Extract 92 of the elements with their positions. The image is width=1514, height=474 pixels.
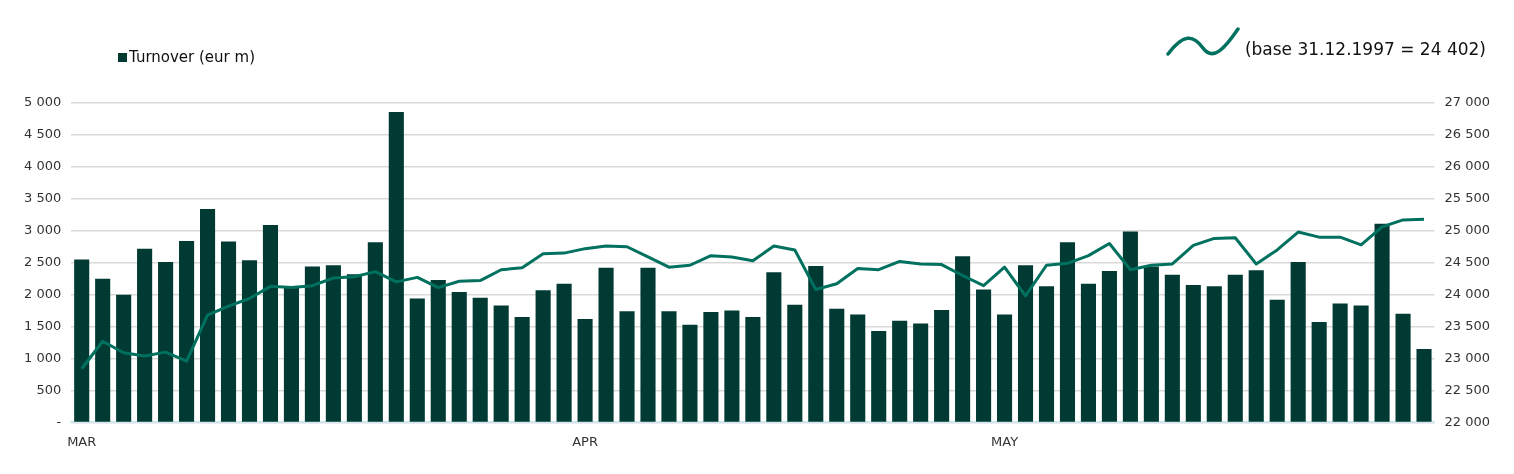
- legend-label: (base 31.12.1997 = 24 402): [1244, 38, 1486, 60]
- bar: [1416, 348, 1432, 422]
- bar: [1143, 266, 1159, 422]
- bar: [1311, 322, 1327, 422]
- bar: [367, 242, 383, 422]
- bar: [388, 111, 404, 422]
- bar: [241, 260, 258, 422]
- bar: [745, 317, 761, 422]
- y2-tick-label: 24 000: [1444, 286, 1491, 302]
- y2-tick-label: 25 000: [1444, 222, 1491, 238]
- bar: [409, 298, 425, 422]
- y-tick-label: 500: [36, 381, 62, 397]
- bar: [703, 311, 719, 422]
- y-tick-label: 1 000: [24, 349, 62, 365]
- bar: [1101, 271, 1117, 422]
- bar: [934, 309, 950, 422]
- bar: [451, 292, 467, 422]
- y2-tick-label: 24 500: [1444, 254, 1491, 270]
- bar: [1227, 274, 1243, 422]
- bar: [850, 314, 866, 422]
- bar: [1269, 299, 1285, 422]
- bar: [1122, 231, 1138, 422]
- y2-tick-label: 23 000: [1444, 349, 1491, 365]
- bar: [997, 314, 1013, 422]
- bar: [472, 297, 488, 422]
- y-tick-label: -: [56, 413, 62, 429]
- bar: [892, 320, 908, 422]
- bar: [808, 265, 824, 422]
- legend-label: Turnover (eur m): [129, 48, 256, 66]
- y2-tick-label: 26 000: [1444, 158, 1491, 174]
- y-tick-label: 5 000: [24, 94, 62, 110]
- bar: [74, 259, 90, 422]
- bar: [577, 318, 593, 422]
- bar: [1038, 286, 1055, 422]
- bar: [976, 289, 992, 422]
- y-tick-label: 2 000: [24, 286, 62, 302]
- bar: [787, 304, 803, 422]
- bar: [1248, 270, 1264, 422]
- bar: [304, 266, 320, 422]
- bar: [430, 279, 446, 422]
- bar: [220, 241, 237, 422]
- y2-tick-label: 26 500: [1444, 126, 1491, 142]
- y2-tick-label: 22 000: [1444, 413, 1491, 429]
- bar: [325, 265, 341, 422]
- y-tick-label: 4 000: [24, 158, 62, 174]
- y2-tick-label: 22 500: [1444, 381, 1491, 397]
- bar: [1080, 283, 1096, 422]
- bar: [913, 323, 929, 422]
- y-tick-label: 4 500: [24, 126, 62, 142]
- x-tick-label: APR: [572, 433, 598, 449]
- bar: [766, 272, 782, 422]
- bar: [682, 324, 698, 422]
- bar: [1395, 313, 1411, 422]
- bar: [829, 308, 845, 422]
- bar: [1059, 242, 1076, 422]
- bar: [955, 256, 971, 422]
- bar: [1332, 303, 1348, 422]
- bar: [640, 267, 656, 422]
- bar: [1353, 305, 1369, 422]
- bar: [493, 305, 509, 422]
- y2-tick-label: 25 500: [1444, 190, 1491, 206]
- bar: [619, 311, 635, 422]
- bar: [95, 278, 111, 422]
- bar: [1185, 285, 1201, 422]
- bar: [158, 262, 174, 422]
- bar: [535, 290, 551, 422]
- bar: [200, 209, 216, 422]
- bar: [1206, 286, 1222, 422]
- bar: [1374, 223, 1390, 422]
- x-tick-label: MAR: [67, 433, 97, 449]
- y2-tick-label: 23 500: [1444, 317, 1491, 333]
- bar: [137, 248, 153, 422]
- bar: [346, 274, 362, 422]
- y-tick-label: 3 500: [24, 190, 62, 206]
- y2-tick-label: 27 000: [1444, 94, 1491, 110]
- bar: [116, 294, 132, 422]
- bar: [283, 286, 299, 422]
- y-tick-label: 2 500: [24, 254, 62, 270]
- bar: [661, 311, 677, 422]
- bar: [871, 331, 887, 422]
- bar: [262, 225, 279, 422]
- y-tick-label: 1 500: [24, 317, 62, 333]
- y-tick-label: 3 000: [24, 222, 62, 238]
- bar: [179, 240, 195, 422]
- bar: [556, 283, 572, 422]
- bar: [514, 317, 530, 422]
- bar: [1290, 262, 1306, 422]
- bar: [1164, 274, 1180, 422]
- x-tick-label: MAY: [991, 433, 1019, 449]
- bar: [598, 267, 614, 422]
- bar: [724, 310, 740, 422]
- bar: [1017, 265, 1034, 422]
